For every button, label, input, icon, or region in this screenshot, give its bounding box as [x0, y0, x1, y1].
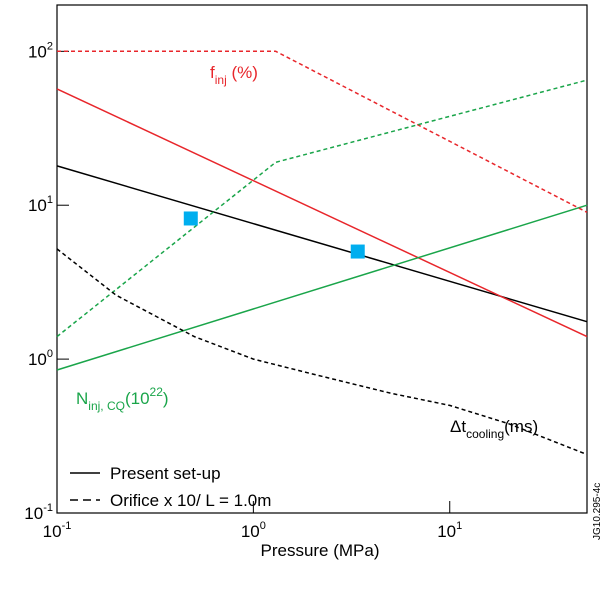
- dashed-line: [56, 248, 588, 456]
- tick-base: 10: [437, 522, 456, 541]
- line: [56, 88, 588, 338]
- tick-exp: -1: [43, 502, 53, 514]
- tick-exp: 1: [47, 194, 53, 206]
- marker: [183, 211, 198, 226]
- annotation-sub: cooling: [466, 427, 504, 441]
- figure-id: JG10.295-4c: [592, 483, 603, 540]
- legend-label: Present set-up: [110, 464, 221, 483]
- x-tick-label: 10-1: [43, 520, 72, 541]
- annotation-rest: (%): [227, 63, 258, 82]
- x-axis-label: Pressure (MPa): [260, 541, 379, 560]
- annotation-rest: (ms): [504, 417, 538, 436]
- x-tick-label: 101: [437, 520, 462, 541]
- y-tick-label: 10-1: [24, 502, 53, 523]
- line: [56, 165, 588, 323]
- dashed-line: [57, 50, 588, 213]
- tick-exp: 0: [260, 520, 266, 532]
- annotation-tail: ): [163, 389, 169, 408]
- dashed-line: [56, 79, 588, 338]
- tick-base: 10: [241, 522, 260, 541]
- x-tick-label: 100: [241, 520, 266, 541]
- annotation-sub: inj: [215, 73, 227, 87]
- tick-exp: 1: [456, 520, 462, 532]
- tick-exp: 0: [47, 348, 53, 360]
- tick-base: 10: [43, 522, 62, 541]
- annotation-text: f: [210, 63, 215, 82]
- tick-base: 10: [24, 504, 43, 523]
- tick-base: 10: [28, 42, 47, 61]
- tick-base: 10: [28, 350, 47, 369]
- annotation-text: Δt: [450, 417, 466, 436]
- y-tick-label: 102: [28, 40, 53, 61]
- legend-label: Orifice x 10/ L = 1.0m: [110, 491, 271, 510]
- annotation-sub: inj, CQ: [88, 399, 125, 413]
- annotation: Ninj, CQ(1022): [76, 385, 169, 413]
- annotation: finj (%): [210, 63, 258, 87]
- tick-base: 10: [28, 196, 47, 215]
- y-tick-label: 101: [28, 194, 53, 215]
- annotation-sup: 22: [150, 385, 164, 399]
- line: [56, 204, 588, 371]
- annotation: Δtcooling(ms): [450, 417, 538, 441]
- marker: [350, 244, 365, 259]
- annotation-rest: (10: [125, 389, 150, 408]
- annotation-text: N: [76, 389, 88, 408]
- tick-exp: -1: [62, 520, 72, 532]
- tick-exp: 2: [47, 40, 53, 52]
- y-tick-label: 100: [28, 348, 53, 369]
- plot-frame: [56, 4, 588, 514]
